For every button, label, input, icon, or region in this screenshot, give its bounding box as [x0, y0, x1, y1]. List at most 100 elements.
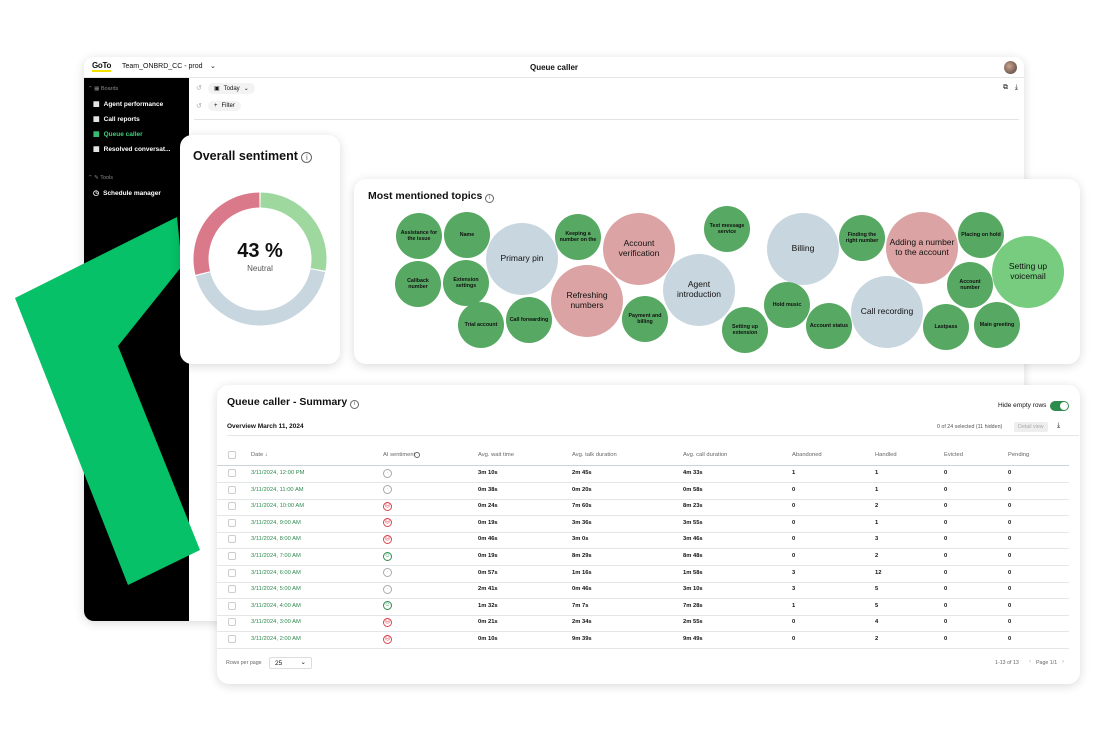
team-selector[interactable]: Team_ONBRD_CC - prod — [122, 63, 203, 70]
row-divider — [217, 482, 1069, 483]
topic-bubble[interactable]: Finding the right number — [839, 215, 885, 261]
sidebar-item-schedule-manager[interactable]: ◷ Schedule manager — [93, 189, 161, 198]
cell-pending: 0 — [1008, 636, 1012, 642]
topic-bubble[interactable]: Call recording — [851, 276, 923, 348]
topic-bubble[interactable]: Billing — [767, 213, 839, 285]
cell-pending: 0 — [1008, 486, 1012, 493]
topic-bubble[interactable]: Setting up extension — [722, 307, 768, 353]
add-filter-button[interactable]: + Filter — [208, 101, 241, 111]
info-icon[interactable] — [414, 452, 420, 458]
rows-per-page-select[interactable]: 25 ⌄ — [269, 657, 312, 669]
topic-bubble[interactable]: Adding a number to the account — [886, 212, 958, 284]
topic-label: Account status — [809, 322, 849, 329]
info-icon[interactable]: i — [350, 400, 360, 409]
date-link[interactable]: 3/11/2024, 5:00 AM — [251, 586, 301, 593]
reset-icon[interactable]: ↺ — [196, 85, 202, 92]
select-all-checkbox[interactable] — [228, 451, 236, 459]
row-checkbox[interactable] — [228, 535, 236, 544]
row-checkbox[interactable] — [228, 469, 236, 477]
previous-page-button[interactable]: ‹ — [1029, 659, 1031, 665]
date-link[interactable]: 3/11/2024, 2:00 AM — [251, 636, 301, 642]
topic-label: Finding the right number — [845, 231, 879, 244]
topic-bubble[interactable]: Payment and billing — [622, 296, 668, 342]
copy-icon[interactable]: ⧉ — [1003, 84, 1008, 91]
topic-bubble[interactable]: Refreshing numbers — [551, 265, 623, 337]
negative-face-icon: ☹ — [383, 518, 392, 528]
cell-call: 4m 33s — [683, 470, 703, 476]
topic-bubble[interactable]: Trial account — [458, 302, 504, 348]
sidebar-item-label: Resolved conversat... — [103, 145, 171, 153]
topic-bubble[interactable]: Hold music — [764, 282, 810, 328]
cell-wait: 0m 21s — [478, 619, 498, 626]
topic-bubble[interactable]: Lastpass — [923, 304, 969, 350]
topic-label: Assistance for the issue — [400, 229, 438, 242]
cell-abandoned: 1 — [792, 602, 796, 609]
chevron-down-icon[interactable]: ⌄ — [210, 63, 216, 70]
download-icon[interactable]: ⤓ — [1057, 422, 1061, 429]
queue-caller-summary-card: Queue caller - Summary i Hide empty rows… — [217, 385, 1080, 684]
row-checkbox[interactable] — [228, 568, 236, 577]
tools-section[interactable]: ⌃ ✎ Tools — [88, 175, 114, 181]
topic-label: Keeping a number on the — [559, 230, 597, 243]
sidebar-item-resolved-conversations[interactable]: ▦ Resolved conversat... — [93, 145, 171, 154]
sidebar-item-agent-performance[interactable]: ▦ Agent performance — [93, 100, 163, 109]
date-link[interactable]: 3/11/2024, 10:00 AM — [251, 503, 305, 510]
row-checkbox[interactable] — [228, 618, 236, 627]
avatar[interactable] — [1004, 61, 1017, 74]
hide-empty-rows-toggle[interactable] — [1050, 401, 1069, 411]
date-link[interactable]: 3/11/2024, 4:00 AM — [251, 602, 301, 609]
topic-bubble[interactable]: Main greeting — [974, 302, 1020, 348]
topic-bubble[interactable]: Text message service — [704, 206, 750, 252]
topic-bubble[interactable]: Placing on hold — [958, 212, 1004, 258]
cell-wait: 3m 10s — [478, 470, 498, 476]
date-filter-button[interactable]: ▣ Today ⌄ — [208, 83, 255, 94]
download-icon[interactable]: ⤓ — [1014, 84, 1018, 91]
topic-bubble[interactable]: Account number — [947, 262, 993, 308]
cell-evicted: 0 — [944, 569, 948, 576]
topic-bubble[interactable]: Account verification — [603, 213, 675, 285]
topic-bubble[interactable]: Call forwarding — [506, 297, 552, 343]
row-checkbox[interactable] — [228, 601, 236, 610]
detail-view-button[interactable]: Detail view — [1014, 422, 1048, 432]
row-divider — [217, 614, 1069, 616]
reset-icon[interactable]: ↺ — [196, 103, 202, 110]
sidebar-item-queue-caller[interactable]: ▦ Queue caller — [93, 130, 143, 139]
boards-section[interactable]: ⌃ ▦ Boards — [88, 86, 119, 92]
info-icon[interactable]: i — [485, 194, 495, 203]
sidebar-item-label: Call reports — [103, 115, 140, 123]
topic-bubble[interactable]: Setting up voicemail — [992, 236, 1064, 308]
sidebar-item-call-reports[interactable]: ▦ Call reports — [93, 115, 140, 124]
row-checkbox[interactable] — [228, 552, 236, 560]
date-link[interactable]: 3/11/2024, 8:00 AM — [251, 536, 301, 543]
next-page-button[interactable]: › — [1062, 659, 1064, 665]
topic-bubble[interactable]: Keeping a number on the — [555, 214, 601, 260]
date-link[interactable]: 3/11/2024, 9:00 AM — [251, 519, 301, 526]
date-link[interactable]: 3/11/2024, 12:00 PM — [251, 470, 305, 476]
row-checkbox[interactable] — [228, 585, 236, 594]
topic-bubble[interactable]: Name — [444, 212, 490, 258]
topic-bubble[interactable]: Agent introduction — [663, 254, 735, 326]
cell-evicted: 0 — [944, 486, 948, 493]
cell-call: 1m 58s — [683, 569, 703, 576]
row-checkbox[interactable] — [228, 518, 236, 527]
row-checkbox[interactable] — [228, 485, 236, 494]
row-checkbox[interactable] — [228, 635, 236, 643]
topic-bubble[interactable]: Extension settings — [443, 260, 489, 306]
date-link[interactable]: 3/11/2024, 6:00 AM — [251, 569, 301, 576]
cell-talk: 3m 36s — [572, 519, 592, 526]
info-icon[interactable]: i — [301, 152, 313, 163]
cell-wait: 0m 38s — [478, 486, 498, 493]
date-link[interactable]: 3/11/2024, 11:00 AM — [251, 486, 304, 493]
cell-abandoned: 0 — [792, 536, 796, 543]
topic-bubble[interactable]: Primary pin — [486, 223, 558, 295]
topic-bubble[interactable]: Account status — [806, 303, 852, 349]
date-link[interactable]: 3/11/2024, 3:00 AM — [251, 619, 301, 626]
top-bar: GoTo Team_ONBRD_CC - prod ⌄ Queue caller — [84, 57, 1024, 78]
date-link[interactable]: 3/11/2024, 7:00 AM — [251, 553, 301, 559]
column-header: Avg. talk duration — [572, 452, 617, 458]
row-checkbox[interactable] — [228, 502, 236, 511]
topic-bubble[interactable]: Assistance for the issue — [396, 213, 442, 259]
topic-bubble[interactable]: Callback number — [395, 261, 441, 307]
column-header[interactable]: Date ↓ — [251, 452, 268, 458]
row-divider — [217, 565, 1069, 566]
